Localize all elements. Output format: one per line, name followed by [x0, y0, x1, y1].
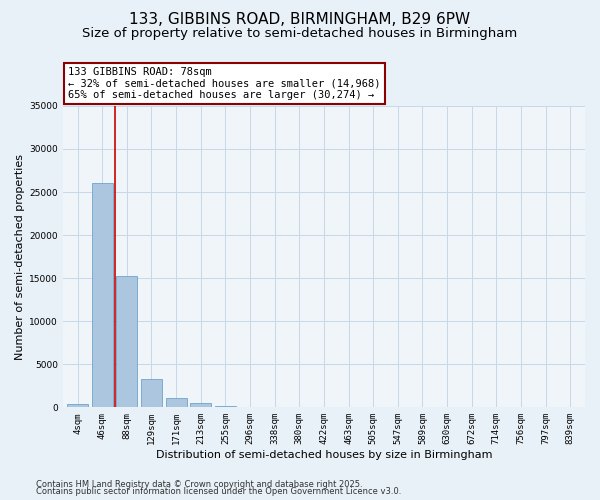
Bar — [239, 406, 260, 408]
Bar — [116, 276, 137, 407]
Text: Contains HM Land Registry data © Crown copyright and database right 2025.: Contains HM Land Registry data © Crown c… — [36, 480, 362, 489]
Bar — [92, 182, 113, 408]
Bar — [215, 406, 236, 407]
Text: Size of property relative to semi-detached houses in Birmingham: Size of property relative to semi-detach… — [82, 28, 518, 40]
Text: 133, GIBBINS ROAD, BIRMINGHAM, B29 6PW: 133, GIBBINS ROAD, BIRMINGHAM, B29 6PW — [130, 12, 470, 28]
Bar — [67, 404, 88, 407]
Bar — [166, 398, 187, 407]
Bar — [190, 403, 211, 407]
Text: 133 GIBBINS ROAD: 78sqm
← 32% of semi-detached houses are smaller (14,968)
65% o: 133 GIBBINS ROAD: 78sqm ← 32% of semi-de… — [68, 66, 380, 100]
Bar — [141, 379, 162, 408]
X-axis label: Distribution of semi-detached houses by size in Birmingham: Distribution of semi-detached houses by … — [155, 450, 492, 460]
Y-axis label: Number of semi-detached properties: Number of semi-detached properties — [15, 154, 25, 360]
Text: Contains public sector information licensed under the Open Government Licence v3: Contains public sector information licen… — [36, 487, 401, 496]
